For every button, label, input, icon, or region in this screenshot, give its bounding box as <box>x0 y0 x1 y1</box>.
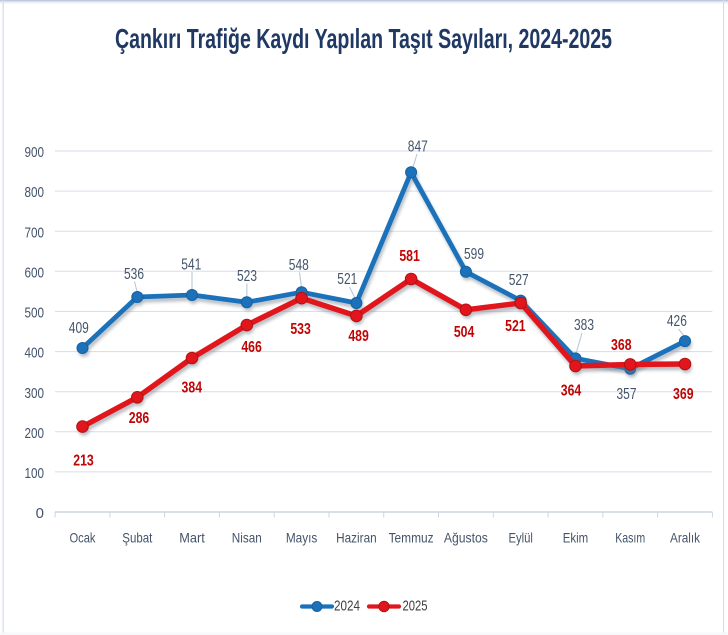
svg-text:Aralık: Aralık <box>670 530 700 545</box>
svg-text:466: 466 <box>241 339 262 356</box>
svg-text:536: 536 <box>124 266 144 283</box>
svg-text:368: 368 <box>611 337 632 354</box>
svg-text:Mayıs: Mayıs <box>286 530 318 545</box>
svg-text:Şubat: Şubat <box>122 530 152 545</box>
svg-text:0: 0 <box>36 505 44 522</box>
svg-text:369: 369 <box>673 386 694 403</box>
svg-text:489: 489 <box>348 328 369 345</box>
svg-text:213: 213 <box>73 453 94 470</box>
svg-text:581: 581 <box>399 248 420 265</box>
svg-text:384: 384 <box>182 379 203 396</box>
svg-text:364: 364 <box>561 383 582 400</box>
svg-text:409: 409 <box>69 320 89 337</box>
svg-text:200: 200 <box>25 425 45 442</box>
svg-text:Temmuz: Temmuz <box>389 530 434 545</box>
svg-text:Ekim: Ekim <box>563 530 589 545</box>
svg-text:383: 383 <box>574 317 594 334</box>
svg-text:100: 100 <box>25 465 45 482</box>
svg-text:426: 426 <box>667 313 687 330</box>
svg-text:847: 847 <box>408 138 428 155</box>
svg-text:541: 541 <box>181 257 201 274</box>
svg-text:Haziran: Haziran <box>336 530 377 545</box>
svg-text:Ocak: Ocak <box>70 530 96 545</box>
svg-text:Eylül: Eylül <box>508 530 533 545</box>
svg-text:Mart: Mart <box>179 530 205 545</box>
svg-text:800: 800 <box>25 184 45 201</box>
svg-text:599: 599 <box>464 246 484 263</box>
svg-text:2024: 2024 <box>334 598 360 615</box>
svg-text:400: 400 <box>25 345 45 362</box>
svg-text:Nisan: Nisan <box>232 530 262 545</box>
svg-text:Çankırı Trafiğe Kaydı Yapılan: Çankırı Trafiğe Kaydı Yapılan Taşıt Sayı… <box>115 23 612 54</box>
svg-text:286: 286 <box>129 410 150 427</box>
svg-text:527: 527 <box>509 272 529 289</box>
svg-text:Kasım: Kasım <box>615 530 645 545</box>
svg-text:600: 600 <box>25 264 45 281</box>
svg-text:523: 523 <box>237 268 257 285</box>
svg-text:900: 900 <box>25 144 45 161</box>
svg-text:504: 504 <box>454 324 475 341</box>
svg-text:521: 521 <box>337 271 357 288</box>
svg-text:700: 700 <box>25 224 45 241</box>
svg-text:Ağustos: Ağustos <box>444 530 488 545</box>
svg-text:548: 548 <box>289 257 309 274</box>
svg-text:500: 500 <box>25 305 45 322</box>
svg-text:521: 521 <box>505 318 526 335</box>
svg-text:533: 533 <box>290 321 311 338</box>
svg-text:2025: 2025 <box>403 598 428 615</box>
svg-text:300: 300 <box>25 385 45 402</box>
svg-text:357: 357 <box>617 386 637 403</box>
